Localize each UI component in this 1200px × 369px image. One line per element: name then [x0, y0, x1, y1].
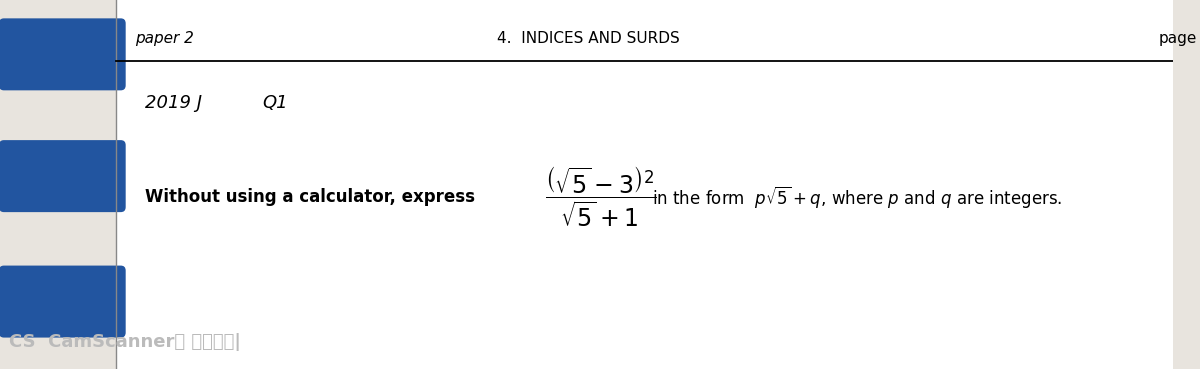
FancyBboxPatch shape — [0, 18, 126, 90]
Text: $\dfrac{\left(\sqrt{5}-3\right)^{2}}{\sqrt{5}+1}$: $\dfrac{\left(\sqrt{5}-3\right)^{2}}{\sq… — [545, 165, 656, 230]
Text: 2019 J: 2019 J — [145, 94, 202, 112]
Text: 4.  INDICES AND SURDS: 4. INDICES AND SURDS — [497, 31, 680, 46]
Text: Q1: Q1 — [262, 94, 288, 112]
Text: CS  CamScanner로 스캔하기|: CS CamScanner로 스캔하기| — [8, 333, 241, 351]
Text: page: page — [1159, 31, 1198, 46]
Text: paper 2: paper 2 — [136, 31, 194, 46]
FancyBboxPatch shape — [0, 266, 126, 338]
FancyBboxPatch shape — [0, 140, 126, 212]
Text: in the form  $p\sqrt{5}+q$, where $p$ and $q$ are integers.: in the form $p\sqrt{5}+q$, where $p$ and… — [652, 184, 1062, 210]
Text: Without using a calculator, express: Without using a calculator, express — [145, 188, 475, 206]
FancyBboxPatch shape — [116, 0, 1174, 369]
